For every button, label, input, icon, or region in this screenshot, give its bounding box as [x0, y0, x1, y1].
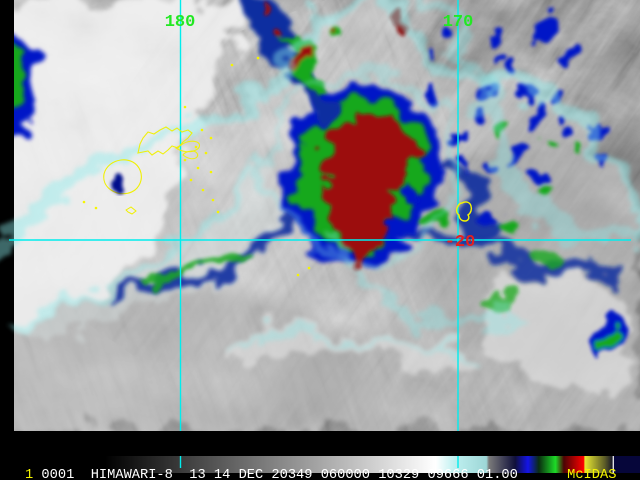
- svg-text:180: 180: [165, 13, 196, 32]
- svg-text:170: 170: [443, 13, 474, 32]
- svg-text:-20: -20: [445, 233, 476, 252]
